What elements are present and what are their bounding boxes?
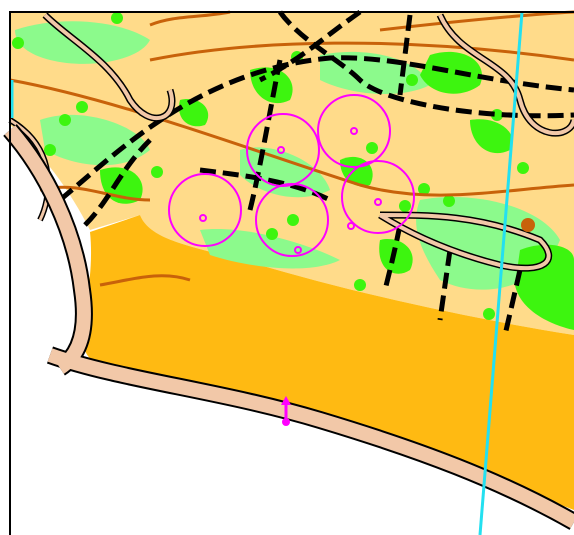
boulder [521, 218, 535, 232]
controls [168, 94, 415, 257]
road [3, 124, 574, 530]
start-marker [281, 396, 291, 426]
open-land [83, 215, 574, 510]
map-frame [9, 11, 574, 535]
dense-vegetation [100, 51, 574, 330]
stream [478, 11, 524, 535]
